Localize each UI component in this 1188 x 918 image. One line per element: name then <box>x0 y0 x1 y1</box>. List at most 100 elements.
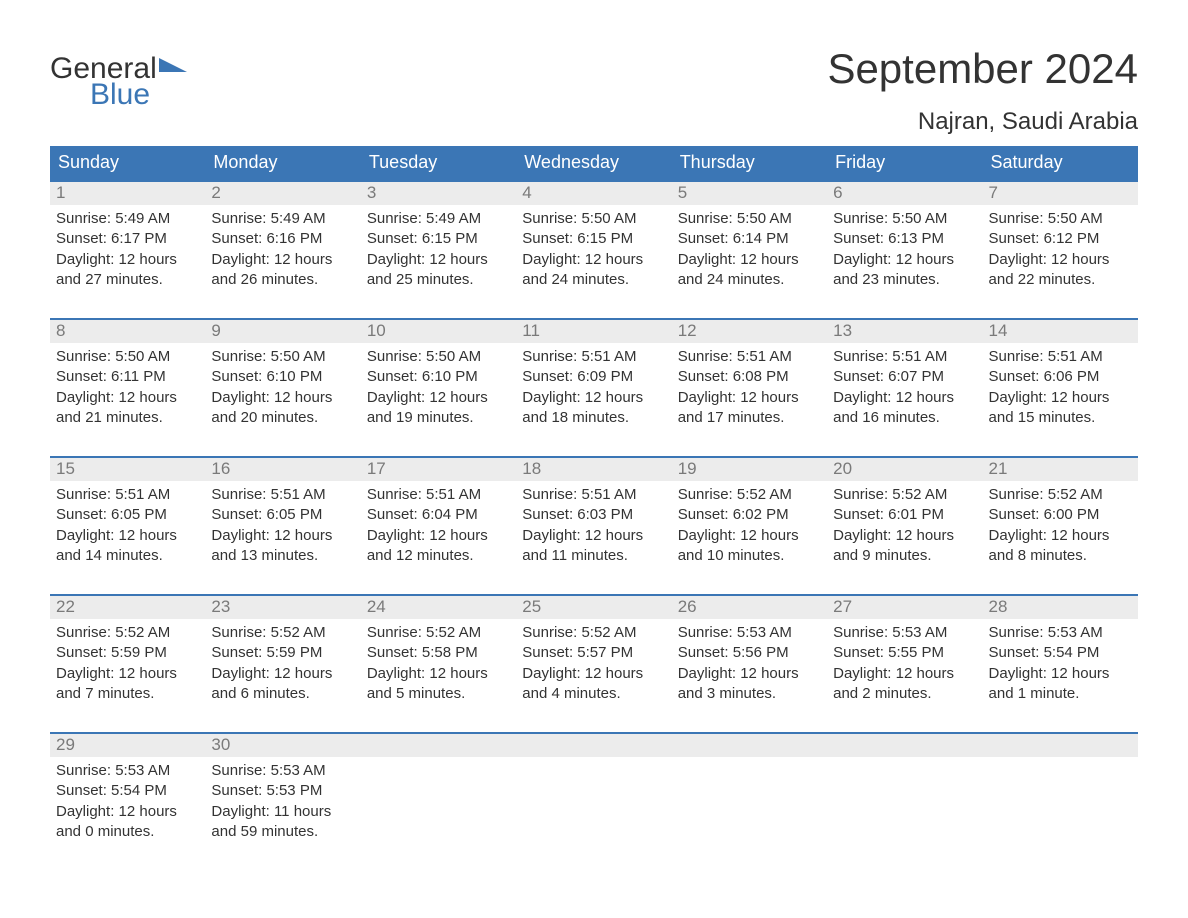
sunset-text: Sunset: 5:59 PM <box>211 643 354 663</box>
sunrise-text: Sunrise: 5:50 AM <box>211 347 354 367</box>
day-cell: 14Sunrise: 5:51 AMSunset: 6:06 PMDayligh… <box>983 320 1138 438</box>
page: General Blue September 2024 Najran, Saud… <box>0 0 1188 892</box>
day-cell: 10Sunrise: 5:50 AMSunset: 6:10 PMDayligh… <box>361 320 516 438</box>
daylight-line1: Daylight: 12 hours <box>211 388 354 408</box>
sunrise-text: Sunrise: 5:50 AM <box>367 347 510 367</box>
daylight-line2: and 59 minutes. <box>211 822 354 842</box>
day-cell: 20Sunrise: 5:52 AMSunset: 6:01 PMDayligh… <box>827 458 982 576</box>
day-body: Sunrise: 5:53 AMSunset: 5:54 PMDaylight:… <box>50 757 205 846</box>
sunrise-text: Sunrise: 5:51 AM <box>522 347 665 367</box>
daylight-line2: and 19 minutes. <box>367 408 510 428</box>
daylight-line1: Daylight: 12 hours <box>678 250 821 270</box>
daylight-line2: and 10 minutes. <box>678 546 821 566</box>
day-number: 24 <box>361 596 516 619</box>
daylight-line1: Daylight: 12 hours <box>833 664 976 684</box>
day-cell: 19Sunrise: 5:52 AMSunset: 6:02 PMDayligh… <box>672 458 827 576</box>
sunrise-text: Sunrise: 5:50 AM <box>522 209 665 229</box>
day-number <box>827 734 982 757</box>
day-body: Sunrise: 5:51 AMSunset: 6:04 PMDaylight:… <box>361 481 516 570</box>
daylight-line1: Daylight: 12 hours <box>367 388 510 408</box>
day-cell: 3Sunrise: 5:49 AMSunset: 6:15 PMDaylight… <box>361 182 516 300</box>
sunset-text: Sunset: 5:59 PM <box>56 643 199 663</box>
sunrise-text: Sunrise: 5:52 AM <box>678 485 821 505</box>
daylight-line1: Daylight: 12 hours <box>833 250 976 270</box>
daylight-line2: and 16 minutes. <box>833 408 976 428</box>
sunrise-text: Sunrise: 5:51 AM <box>833 347 976 367</box>
daylight-line2: and 9 minutes. <box>833 546 976 566</box>
day-body: Sunrise: 5:51 AMSunset: 6:06 PMDaylight:… <box>983 343 1138 432</box>
daylight-line2: and 18 minutes. <box>522 408 665 428</box>
sunset-text: Sunset: 6:04 PM <box>367 505 510 525</box>
sunset-text: Sunset: 5:56 PM <box>678 643 821 663</box>
day-number: 1 <box>50 182 205 205</box>
day-body: Sunrise: 5:51 AMSunset: 6:03 PMDaylight:… <box>516 481 671 570</box>
day-number: 6 <box>827 182 982 205</box>
day-body: Sunrise: 5:53 AMSunset: 5:53 PMDaylight:… <box>205 757 360 846</box>
day-cell: 25Sunrise: 5:52 AMSunset: 5:57 PMDayligh… <box>516 596 671 714</box>
sunset-text: Sunset: 6:16 PM <box>211 229 354 249</box>
day-body: Sunrise: 5:52 AMSunset: 6:00 PMDaylight:… <box>983 481 1138 570</box>
daylight-line1: Daylight: 11 hours <box>211 802 354 822</box>
day-number: 5 <box>672 182 827 205</box>
page-subtitle: Najran, Saudi Arabia <box>827 108 1138 136</box>
day-number: 14 <box>983 320 1138 343</box>
daylight-line1: Daylight: 12 hours <box>833 388 976 408</box>
sunset-text: Sunset: 6:03 PM <box>522 505 665 525</box>
day-cell: 13Sunrise: 5:51 AMSunset: 6:07 PMDayligh… <box>827 320 982 438</box>
daylight-line1: Daylight: 12 hours <box>211 664 354 684</box>
sunset-text: Sunset: 6:13 PM <box>833 229 976 249</box>
day-cell: 1Sunrise: 5:49 AMSunset: 6:17 PMDaylight… <box>50 182 205 300</box>
sunset-text: Sunset: 6:00 PM <box>989 505 1132 525</box>
day-number: 28 <box>983 596 1138 619</box>
day-number <box>672 734 827 757</box>
weekday-header: Friday <box>827 146 982 180</box>
sunset-text: Sunset: 6:15 PM <box>367 229 510 249</box>
day-body: Sunrise: 5:50 AMSunset: 6:13 PMDaylight:… <box>827 205 982 294</box>
day-cell <box>983 734 1138 852</box>
weekday-header: Tuesday <box>361 146 516 180</box>
daylight-line2: and 11 minutes. <box>522 546 665 566</box>
day-body: Sunrise: 5:51 AMSunset: 6:08 PMDaylight:… <box>672 343 827 432</box>
sunrise-text: Sunrise: 5:53 AM <box>833 623 976 643</box>
sunset-text: Sunset: 6:07 PM <box>833 367 976 387</box>
sunrise-text: Sunrise: 5:52 AM <box>56 623 199 643</box>
day-number: 8 <box>50 320 205 343</box>
day-cell: 21Sunrise: 5:52 AMSunset: 6:00 PMDayligh… <box>983 458 1138 576</box>
day-body: Sunrise: 5:52 AMSunset: 6:01 PMDaylight:… <box>827 481 982 570</box>
sunset-text: Sunset: 6:14 PM <box>678 229 821 249</box>
daylight-line1: Daylight: 12 hours <box>211 250 354 270</box>
day-body: Sunrise: 5:50 AMSunset: 6:11 PMDaylight:… <box>50 343 205 432</box>
day-number <box>361 734 516 757</box>
sunrise-text: Sunrise: 5:52 AM <box>367 623 510 643</box>
daylight-line2: and 4 minutes. <box>522 684 665 704</box>
day-number: 2 <box>205 182 360 205</box>
sunrise-text: Sunrise: 5:51 AM <box>522 485 665 505</box>
daylight-line1: Daylight: 12 hours <box>56 526 199 546</box>
day-number: 25 <box>516 596 671 619</box>
weekday-header: Wednesday <box>516 146 671 180</box>
daylight-line1: Daylight: 12 hours <box>522 526 665 546</box>
day-cell <box>827 734 982 852</box>
day-number: 30 <box>205 734 360 757</box>
day-number: 19 <box>672 458 827 481</box>
sunrise-text: Sunrise: 5:50 AM <box>833 209 976 229</box>
day-cell: 26Sunrise: 5:53 AMSunset: 5:56 PMDayligh… <box>672 596 827 714</box>
day-body: Sunrise: 5:49 AMSunset: 6:15 PMDaylight:… <box>361 205 516 294</box>
daylight-line2: and 2 minutes. <box>833 684 976 704</box>
daylight-line2: and 14 minutes. <box>56 546 199 566</box>
daylight-line1: Daylight: 12 hours <box>989 388 1132 408</box>
header: General Blue September 2024 Najran, Saud… <box>50 48 1138 136</box>
daylight-line1: Daylight: 12 hours <box>522 664 665 684</box>
day-body: Sunrise: 5:52 AMSunset: 5:57 PMDaylight:… <box>516 619 671 708</box>
daylight-line2: and 1 minute. <box>989 684 1132 704</box>
sunset-text: Sunset: 6:02 PM <box>678 505 821 525</box>
daylight-line1: Daylight: 12 hours <box>678 526 821 546</box>
day-cell: 22Sunrise: 5:52 AMSunset: 5:59 PMDayligh… <box>50 596 205 714</box>
page-title: September 2024 <box>827 48 1138 90</box>
sunrise-text: Sunrise: 5:53 AM <box>678 623 821 643</box>
logo: General Blue <box>50 48 187 110</box>
daylight-line1: Daylight: 12 hours <box>678 388 821 408</box>
day-body: Sunrise: 5:53 AMSunset: 5:55 PMDaylight:… <box>827 619 982 708</box>
day-body: Sunrise: 5:52 AMSunset: 6:02 PMDaylight:… <box>672 481 827 570</box>
day-body: Sunrise: 5:49 AMSunset: 6:16 PMDaylight:… <box>205 205 360 294</box>
